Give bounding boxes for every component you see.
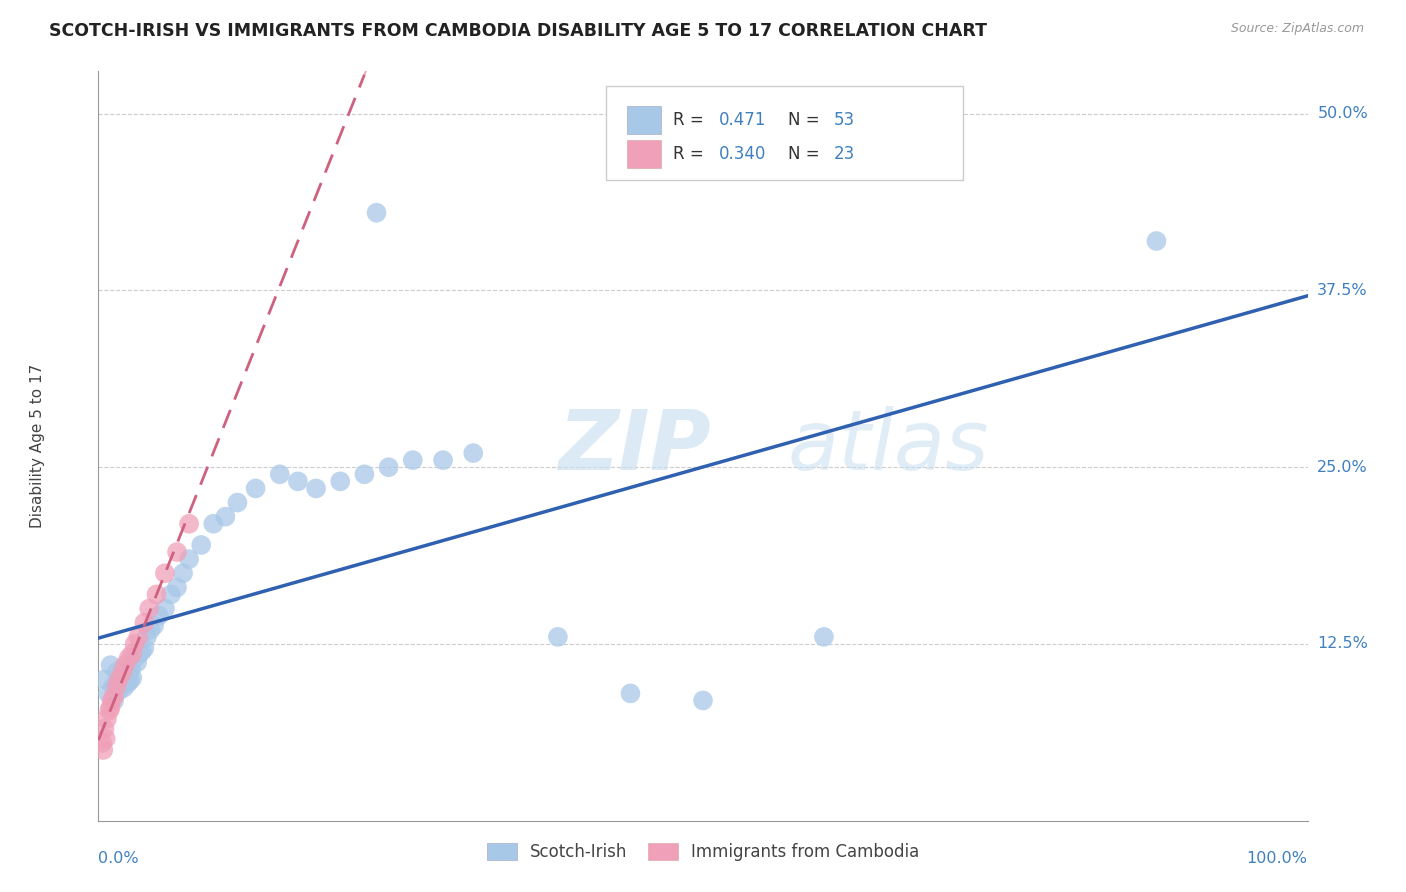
Point	[366, 205, 388, 219]
Text: SCOTCH-IRISH VS IMMIGRANTS FROM CAMBODIA DISABILITY AGE 5 TO 17 CORRELATION CHAR: SCOTCH-IRISH VS IMMIGRANTS FROM CAMBODIA…	[49, 22, 987, 40]
Point	[226, 495, 249, 509]
Text: 0.471: 0.471	[718, 112, 766, 129]
Point	[97, 686, 120, 700]
Point	[115, 664, 138, 678]
Text: Disability Age 5 to 17: Disability Age 5 to 17	[31, 364, 45, 528]
Point	[619, 686, 641, 700]
FancyBboxPatch shape	[606, 87, 963, 180]
Point	[138, 601, 160, 615]
Text: R =: R =	[673, 112, 709, 129]
Point	[214, 509, 236, 524]
Text: 100.0%: 100.0%	[1247, 851, 1308, 865]
Text: R =: R =	[673, 145, 709, 162]
Point	[111, 665, 134, 680]
Point	[118, 673, 141, 688]
Text: 0.340: 0.340	[718, 145, 766, 162]
Point	[127, 655, 149, 669]
Point	[91, 743, 114, 757]
Text: 53: 53	[834, 112, 855, 129]
Point	[166, 580, 188, 594]
Point	[117, 676, 139, 690]
Point	[166, 545, 188, 559]
Point	[94, 731, 117, 746]
Point	[245, 482, 267, 496]
Text: 0.0%: 0.0%	[98, 851, 139, 865]
Point	[114, 658, 136, 673]
Point	[105, 679, 128, 693]
Text: N =: N =	[787, 145, 824, 162]
Point	[101, 679, 124, 693]
Point	[692, 693, 714, 707]
Point	[432, 453, 454, 467]
Point	[148, 608, 170, 623]
Point	[179, 516, 201, 531]
Text: 23: 23	[834, 145, 855, 162]
Point	[353, 467, 375, 482]
Point	[111, 661, 134, 675]
Point	[108, 669, 131, 683]
Point	[160, 587, 183, 601]
Point	[103, 693, 125, 707]
Point	[202, 516, 225, 531]
Point	[108, 673, 131, 687]
Point	[100, 700, 122, 714]
Point	[190, 538, 212, 552]
Point	[134, 615, 156, 630]
Point	[100, 658, 122, 673]
Point	[329, 475, 352, 489]
Point	[139, 623, 162, 637]
Point	[107, 675, 129, 690]
Point	[172, 566, 194, 581]
Text: 50.0%: 50.0%	[1317, 106, 1368, 121]
Point	[127, 630, 149, 644]
Point	[124, 651, 146, 665]
Text: ZIP: ZIP	[558, 406, 710, 486]
Point	[114, 673, 136, 687]
Point	[93, 722, 115, 736]
Point	[305, 482, 328, 496]
Point	[145, 587, 167, 601]
Point	[179, 552, 201, 566]
Point	[402, 453, 425, 467]
Point	[143, 618, 166, 632]
Text: atlas: atlas	[787, 406, 990, 486]
Point	[135, 630, 157, 644]
Point	[813, 630, 835, 644]
Point	[108, 683, 131, 698]
Point	[121, 647, 143, 661]
Point	[91, 736, 114, 750]
Text: 25.0%: 25.0%	[1317, 459, 1368, 475]
Point	[120, 662, 142, 676]
FancyBboxPatch shape	[627, 106, 661, 135]
FancyBboxPatch shape	[627, 139, 661, 168]
Point	[547, 630, 569, 644]
Point	[110, 678, 132, 692]
Point	[287, 475, 309, 489]
Text: N =: N =	[787, 112, 824, 129]
Point	[118, 651, 141, 665]
Point	[118, 668, 141, 682]
Point	[96, 712, 118, 726]
Point	[112, 681, 135, 695]
Point	[121, 671, 143, 685]
Point	[269, 467, 291, 482]
Point	[463, 446, 485, 460]
Point	[103, 690, 125, 704]
Point	[124, 637, 146, 651]
Point	[153, 566, 176, 581]
Point	[153, 601, 176, 615]
Legend: Scotch-Irish, Immigrants from Cambodia: Scotch-Irish, Immigrants from Cambodia	[486, 843, 920, 861]
Point	[100, 693, 122, 707]
Point	[1146, 234, 1168, 248]
Text: 12.5%: 12.5%	[1317, 636, 1368, 651]
Text: Source: ZipAtlas.com: Source: ZipAtlas.com	[1230, 22, 1364, 36]
Point	[377, 460, 399, 475]
Point	[98, 703, 121, 717]
Point	[128, 647, 150, 661]
Point	[134, 641, 156, 656]
Point	[105, 665, 128, 680]
Text: 37.5%: 37.5%	[1317, 283, 1368, 298]
Point	[131, 644, 153, 658]
Point	[93, 673, 115, 687]
